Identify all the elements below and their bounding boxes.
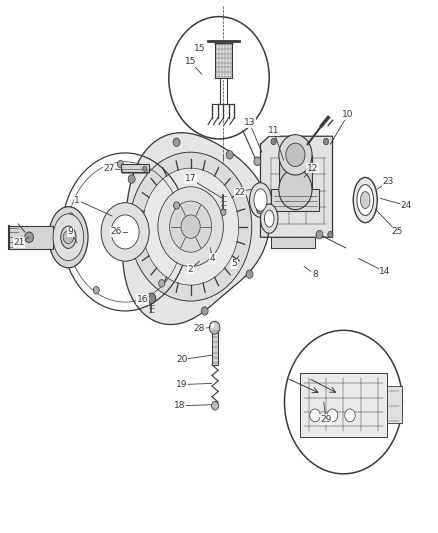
Ellipse shape <box>353 177 377 223</box>
Circle shape <box>212 401 219 410</box>
Circle shape <box>246 270 253 278</box>
Circle shape <box>67 213 74 220</box>
Text: 1: 1 <box>74 196 80 205</box>
Circle shape <box>173 138 180 147</box>
Text: 5: 5 <box>231 260 237 268</box>
Text: 26: 26 <box>111 228 122 237</box>
Circle shape <box>181 215 200 238</box>
Text: 14: 14 <box>379 268 391 276</box>
Circle shape <box>143 166 147 171</box>
Circle shape <box>279 135 312 175</box>
Ellipse shape <box>357 184 374 215</box>
Text: 24: 24 <box>400 201 411 210</box>
Circle shape <box>316 230 323 239</box>
Text: 2: 2 <box>188 265 194 273</box>
Circle shape <box>345 409 355 422</box>
Text: 22: 22 <box>234 188 246 197</box>
Bar <box>272 189 319 211</box>
Circle shape <box>226 151 233 159</box>
Text: 4: 4 <box>210 254 215 263</box>
Text: 23: 23 <box>383 177 394 186</box>
Text: 8: 8 <box>312 270 318 279</box>
Circle shape <box>147 293 155 304</box>
Circle shape <box>101 203 149 261</box>
Text: 16: 16 <box>137 295 148 304</box>
Circle shape <box>159 280 165 287</box>
Ellipse shape <box>49 207 88 268</box>
Circle shape <box>328 231 333 238</box>
Text: 15: 15 <box>185 58 196 66</box>
Circle shape <box>256 205 263 214</box>
Text: 12: 12 <box>307 164 318 173</box>
Text: 11: 11 <box>268 126 279 135</box>
Ellipse shape <box>265 210 274 227</box>
Text: 29: 29 <box>320 415 332 424</box>
Circle shape <box>117 160 124 168</box>
Circle shape <box>209 321 220 334</box>
Text: 19: 19 <box>176 380 187 389</box>
Bar <box>121 164 149 172</box>
Text: 10: 10 <box>342 110 353 119</box>
Bar <box>212 330 218 365</box>
Circle shape <box>327 409 338 422</box>
Text: 28: 28 <box>194 324 205 333</box>
Circle shape <box>93 287 99 294</box>
Text: 15: 15 <box>194 44 205 53</box>
Text: 9: 9 <box>68 228 74 237</box>
Ellipse shape <box>360 191 370 208</box>
Polygon shape <box>123 133 270 325</box>
Circle shape <box>279 169 312 209</box>
Circle shape <box>173 201 180 209</box>
Polygon shape <box>272 237 315 248</box>
Bar <box>387 386 403 423</box>
Circle shape <box>221 209 226 215</box>
Circle shape <box>310 409 320 422</box>
Bar <box>215 43 232 78</box>
Circle shape <box>158 187 223 266</box>
Ellipse shape <box>254 189 267 211</box>
Circle shape <box>271 139 276 145</box>
Text: 25: 25 <box>392 228 403 237</box>
Circle shape <box>323 139 328 145</box>
Text: 20: 20 <box>176 355 187 364</box>
Circle shape <box>111 215 139 249</box>
Circle shape <box>128 175 135 183</box>
Circle shape <box>201 307 208 316</box>
Circle shape <box>211 324 215 328</box>
Text: 27: 27 <box>103 164 115 173</box>
Text: 17: 17 <box>185 174 196 183</box>
Ellipse shape <box>53 214 84 261</box>
Bar <box>122 169 148 173</box>
Ellipse shape <box>61 226 76 248</box>
Circle shape <box>170 201 212 252</box>
Bar <box>300 373 387 437</box>
Circle shape <box>143 168 239 285</box>
Circle shape <box>25 232 33 243</box>
Polygon shape <box>261 136 332 237</box>
Bar <box>279 155 312 189</box>
Circle shape <box>286 143 305 166</box>
Ellipse shape <box>261 204 278 233</box>
Text: 18: 18 <box>174 401 185 410</box>
Circle shape <box>130 152 252 301</box>
Ellipse shape <box>250 183 272 217</box>
Circle shape <box>254 157 261 165</box>
Bar <box>10 225 53 249</box>
Circle shape <box>63 231 74 244</box>
Text: 13: 13 <box>244 118 255 127</box>
Circle shape <box>148 294 155 303</box>
Circle shape <box>118 239 125 248</box>
Text: 21: 21 <box>13 238 25 247</box>
